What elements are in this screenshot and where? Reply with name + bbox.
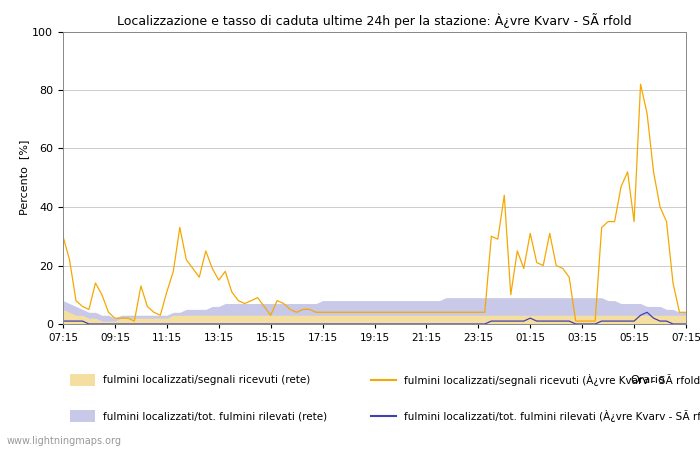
- Text: fulmini localizzati/segnali ricevuti (À¿vre Kvarv - SÃ rfold): fulmini localizzati/segnali ricevuti (À¿…: [404, 374, 700, 386]
- Text: www.lightningmaps.org: www.lightningmaps.org: [7, 436, 122, 446]
- Text: fulmini localizzati/segnali ricevuti (rete): fulmini localizzati/segnali ricevuti (re…: [103, 375, 310, 385]
- Text: fulmini localizzati/tot. fulmini rilevati (À¿vre Kvarv - SÃ rfold): fulmini localizzati/tot. fulmini rilevat…: [404, 410, 700, 422]
- Y-axis label: Percento  [%]: Percento [%]: [20, 140, 29, 216]
- Text: Orario: Orario: [630, 375, 665, 385]
- Title: Localizzazione e tasso di caduta ultime 24h per la stazione: À¿vre Kvarv - SÃ rf: Localizzazione e tasso di caduta ultime …: [117, 13, 632, 27]
- Text: fulmini localizzati/tot. fulmini rilevati (rete): fulmini localizzati/tot. fulmini rilevat…: [103, 411, 327, 421]
